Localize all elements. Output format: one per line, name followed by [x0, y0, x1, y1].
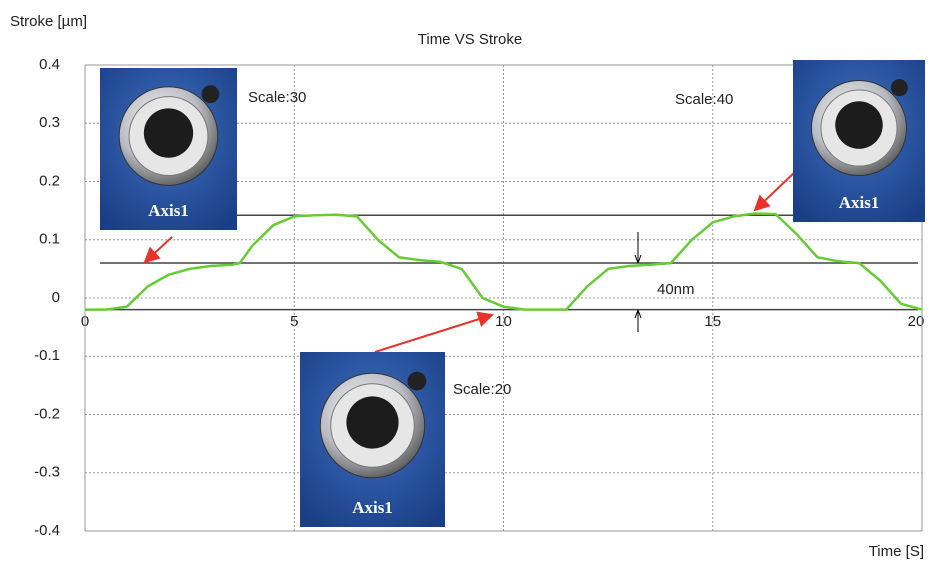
y-tick-label: -0.1 — [34, 347, 60, 364]
dial-image: Axis1 — [100, 68, 237, 230]
plot-frame — [84, 64, 923, 532]
image-label: Axis1 — [839, 193, 880, 212]
image-label: Axis1 — [352, 498, 393, 517]
y-tick-label: 0 — [52, 289, 60, 306]
annotation: Scale:20 — [453, 381, 511, 398]
y-tick-label: -0.3 — [34, 464, 60, 481]
annotation: 40nm — [657, 281, 695, 298]
dial-lock — [407, 371, 427, 391]
dial-knob — [835, 101, 883, 149]
pointer-arrow — [374, 311, 494, 353]
dial-lock — [201, 85, 220, 103]
x-axis-label: Time [S] — [869, 543, 924, 560]
dial-knob — [143, 108, 194, 158]
image-label: Axis1 — [148, 201, 189, 220]
y-tick-label: 0.3 — [39, 114, 60, 131]
y-tick-label: 0.1 — [39, 231, 60, 248]
pointer-arrow — [753, 171, 796, 212]
annotation: Scale:30 — [248, 89, 306, 106]
annotation: Scale:40 — [675, 91, 733, 108]
y-axis-label: Stroke [µm] — [10, 13, 87, 30]
dial-lock — [890, 79, 908, 97]
y-tick-label: -0.4 — [34, 522, 60, 539]
x-tick-label: 20 — [908, 313, 925, 330]
dial-image: Axis1 — [300, 352, 445, 527]
chart-title: Time VS Stroke — [418, 31, 522, 48]
y-tick-label: 0.4 — [39, 56, 60, 73]
y-tick-label: 0.2 — [39, 172, 60, 189]
y-tick-label: -0.2 — [34, 405, 60, 422]
pointer-arrow — [143, 236, 173, 264]
dial-knob — [346, 396, 399, 449]
dial-image: Axis1 — [793, 60, 925, 222]
data-line — [85, 212, 923, 311]
